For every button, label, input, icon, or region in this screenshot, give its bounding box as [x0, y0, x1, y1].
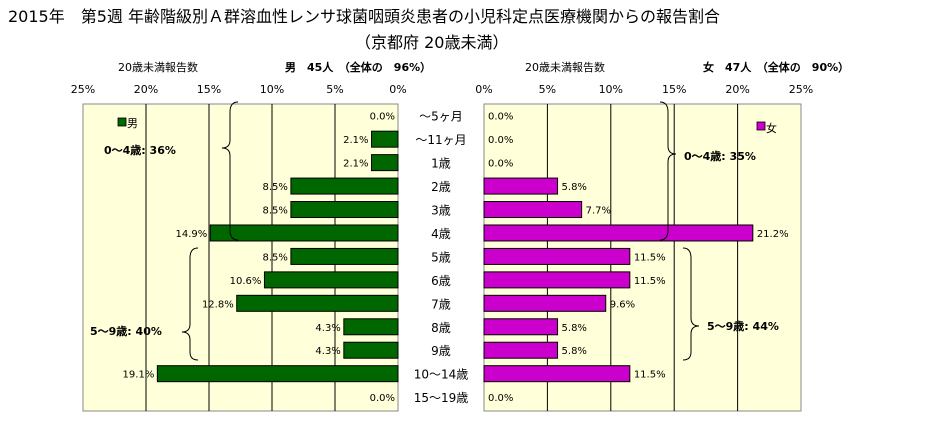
male-value-label: 19.1% — [123, 370, 155, 381]
male-bar — [290, 177, 399, 195]
female-tick-label: 20% — [725, 83, 749, 96]
male-header-total: 男 45人 （全体の 96%） — [285, 60, 431, 74]
female-legend-swatch — [756, 121, 766, 131]
category-labels: ～5ヶ月 ～11ヶ月 1歳 2歳 3歳 4歳 5歳 6歳 7歳 8歳 9歳 10～14歳 15～19歳 — [414, 110, 469, 405]
female-bar — [483, 201, 583, 219]
male-value-label: 8.5% — [262, 252, 287, 263]
male-tick-label: 0% — [389, 83, 406, 96]
female-bar — [483, 365, 631, 383]
female-header-count-label: 20歳未満報告数 — [525, 61, 605, 74]
female-bracket-5-9 — [682, 247, 700, 361]
female-bar — [483, 247, 631, 265]
male-bracket-5-9 — [181, 247, 199, 361]
female-bracket-0-4 — [659, 101, 677, 241]
female-value-label: 21.2% — [757, 229, 789, 240]
male-legend-swatch — [117, 117, 127, 127]
male-value-label: 0.0% — [370, 112, 395, 123]
female-value-label: 11.5% — [634, 276, 666, 287]
female-value-label: 11.5% — [634, 370, 666, 381]
male-bar — [371, 154, 399, 172]
male-value-label: 4.3% — [315, 346, 340, 357]
category-label: 10～14歳 — [414, 368, 469, 382]
male-bar — [209, 224, 399, 242]
female-legend-label: 女 — [766, 121, 777, 135]
male-bar — [371, 130, 399, 148]
category-label: ～5ヶ月 — [419, 110, 463, 124]
male-bar — [156, 365, 399, 383]
female-value-label: 9.6% — [610, 299, 635, 310]
female-value-label: 5.8% — [562, 323, 587, 334]
male-tick-label: 15% — [197, 83, 221, 96]
female-tick-label: 15% — [662, 83, 686, 96]
category-label: 3歳 — [431, 204, 451, 218]
male-header-count-label: 20歳未満報告数 — [118, 61, 198, 74]
category-label: 5歳 — [431, 250, 451, 264]
category-label: ～11ヶ月 — [415, 133, 466, 147]
female-bar — [483, 318, 559, 336]
male-value-label: 4.3% — [315, 323, 340, 334]
category-label: 15～19歳 — [414, 391, 469, 405]
male-tick-label: 20% — [134, 83, 158, 96]
male-value-label: 2.1% — [343, 159, 368, 170]
female-bar — [483, 271, 631, 289]
female-bracket-label-5-9: 5～9歳: 44% — [707, 319, 779, 333]
male-bars — [156, 130, 399, 383]
male-bracket-label-5-9: 5～9歳: 40% — [90, 324, 162, 338]
male-tick-label: 10% — [260, 83, 284, 96]
male-value-label: 0.0% — [370, 393, 395, 404]
female-bar — [483, 341, 559, 359]
category-label: 1歳 — [431, 157, 451, 171]
female-tick-label: 10% — [599, 83, 623, 96]
female-value-label: 11.5% — [634, 252, 666, 263]
male-value-label: 12.8% — [202, 299, 234, 310]
male-bar — [290, 247, 399, 265]
female-tick-labels: 0% 5% 10% 15% 20% 25% — [475, 83, 813, 96]
category-label: 6歳 — [431, 274, 451, 288]
male-bar — [343, 341, 399, 359]
female-value-label: 5.8% — [562, 346, 587, 357]
female-bar — [483, 224, 754, 242]
category-label: 4歳 — [431, 227, 451, 241]
male-bar — [290, 201, 399, 219]
male-value-label: 14.9% — [175, 229, 207, 240]
male-tick-label: 25% — [71, 83, 95, 96]
chart-subtitle: （京都府 20歳未満） — [355, 33, 508, 52]
male-legend-label: 男 — [127, 117, 138, 130]
male-bar — [343, 318, 399, 336]
male-bar — [236, 294, 399, 312]
female-value-label: 7.7% — [586, 206, 611, 217]
female-header-total: 女 47人 （全体の 90%） — [703, 60, 849, 74]
female-tick-label: 0% — [475, 83, 492, 96]
female-value-label: 0.0% — [488, 112, 513, 123]
male-value-label: 8.5% — [262, 206, 287, 217]
category-label: 7歳 — [431, 297, 451, 311]
male-value-label: 8.5% — [262, 182, 287, 193]
female-bar — [483, 177, 559, 195]
male-bar — [263, 271, 399, 289]
category-label: 8歳 — [431, 321, 451, 335]
male-value-labels: 0.0% 2.1% 2.1% 8.5% 8.5% 14.9% 8.5% 10.6% 12.8% 4… — [123, 112, 395, 404]
male-value-label: 2.1% — [343, 135, 368, 146]
female-value-label: 0.0% — [488, 393, 513, 404]
male-bracket-label-0-4: 0～4歳: 36% — [104, 143, 176, 157]
category-label: 2歳 — [431, 180, 451, 194]
chart-title: 2015年 第5週 年齢階級別Ａ群溶血性レンサ球菌咽頭炎患者の小児科定点医療機関… — [8, 7, 720, 26]
female-value-labels: 0.0% 0.0% 0.0% 5.8% 7.7% 21.2% 11.5% 11.5% 9.6% 5… — [488, 112, 789, 404]
female-tick-label: 5% — [539, 83, 556, 96]
male-value-label: 10.6% — [230, 276, 262, 287]
male-tick-label: 5% — [326, 83, 343, 96]
female-value-label: 0.0% — [488, 135, 513, 146]
category-label: 9歳 — [431, 344, 451, 358]
female-bar — [483, 294, 607, 312]
male-bracket-0-4 — [221, 101, 239, 241]
male-tick-labels: 25% 20% 15% 10% 5% 0% — [71, 83, 407, 96]
female-tick-label: 25% — [789, 83, 813, 96]
female-bracket-label-0-4: 0～4歳: 35% — [684, 149, 756, 163]
female-bars — [483, 177, 754, 383]
female-value-label: 5.8% — [562, 182, 587, 193]
female-value-label: 0.0% — [488, 159, 513, 170]
